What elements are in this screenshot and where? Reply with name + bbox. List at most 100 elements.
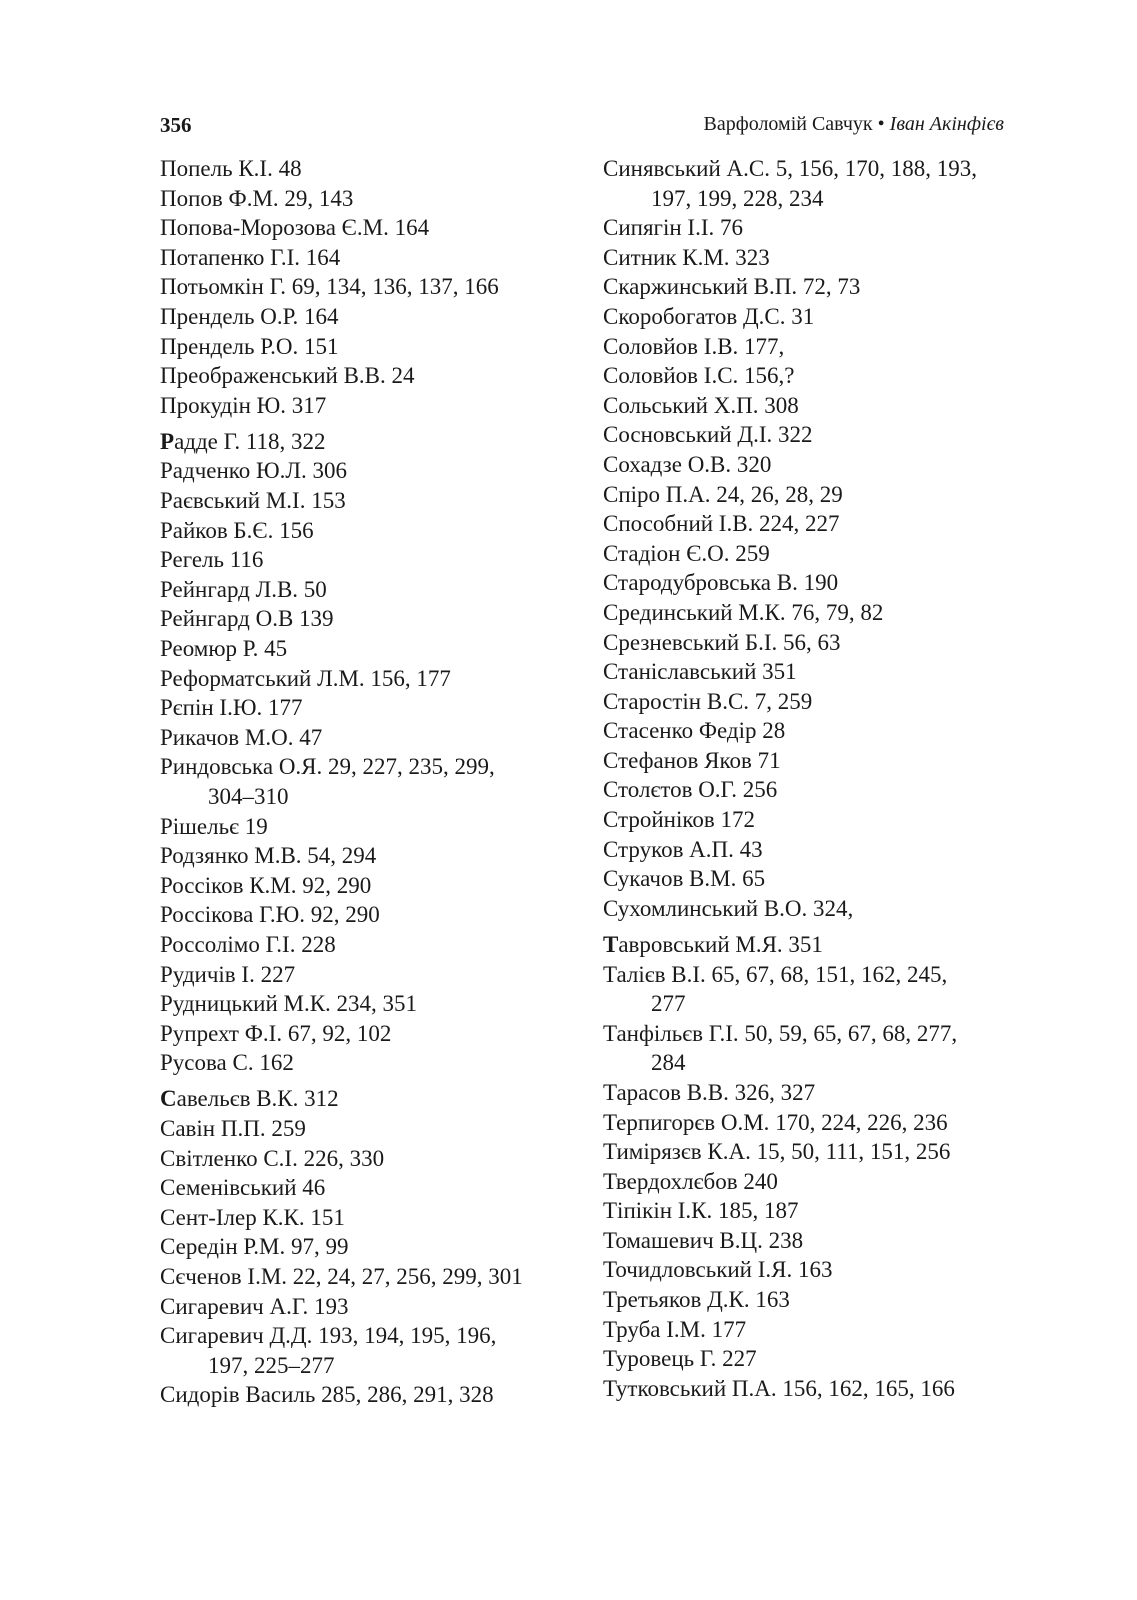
index-entry-text: Стройніков 172 xyxy=(603,807,755,833)
index-entry-text: Сухомлинський В.О. 324, xyxy=(603,895,854,921)
index-entry-text: Рудницький М.К. 234, 351 xyxy=(160,991,418,1017)
index-entry: Риндовська О.Я. 29, 227, 235, 299, 304–31… xyxy=(160,752,560,811)
index-entry: Терпигорєв О.М. 170, 224, 226, 236 xyxy=(603,1108,1003,1138)
index-entry: Сидорів Василь 285, 286, 291, 328 xyxy=(160,1380,560,1410)
index-column-right: Синявський А.С. 5, 156, 170, 188, 193, 19… xyxy=(603,154,1003,1410)
index-entry-text: Рудичів І. 227 xyxy=(160,961,296,987)
index-entry: Синявський А.С. 5, 156, 170, 188, 193, 19… xyxy=(603,154,1003,213)
index-column-left: Попель К.І. 48 Попов Ф.М. 29, 143 Попова-М… xyxy=(160,154,560,1416)
index-entry-text: Риндовська О.Я. 29, 227, 235, 299, xyxy=(160,754,495,780)
index-entry: Реформатський Л.М. 156, 177 xyxy=(160,664,560,694)
index-letter-group: Савельєв В.К. 312 Савін П.П. 259 Світленко… xyxy=(160,1084,560,1410)
index-entry-text: Рейнгард О.В 139 xyxy=(160,606,334,632)
index-entry-text: Рейнгард Л.В. 50 xyxy=(160,576,327,602)
index-entry-text: Томашевич В.Ц. 238 xyxy=(603,1227,804,1253)
index-entry: Родзянко М.В. 54, 294 xyxy=(160,841,560,871)
index-entry: Регель 116 xyxy=(160,545,560,575)
index-entry-text: Рішельє 19 xyxy=(160,813,268,839)
index-entry: Попова-Морозова Є.М. 164 xyxy=(160,213,560,243)
index-entry: Тарасов В.В. 326, 327 xyxy=(603,1078,1003,1108)
index-entry-text: Преображенський В.В. 24 xyxy=(160,363,415,389)
index-entry-text: Попель К.І. 48 xyxy=(160,156,302,181)
index-entry: Стройніков 172 xyxy=(603,805,1003,835)
index-entry: Сухомлинський В.О. 324, xyxy=(603,894,1003,924)
index-entry-text: Стефанов Яков 71 xyxy=(603,747,781,773)
index-entry-text: Родзянко М.В. 54, 294 xyxy=(160,843,377,869)
index-entry: Сольський Х.П. 308 xyxy=(603,391,1003,421)
index-entry: Рудичів І. 227 xyxy=(160,960,560,990)
group-initial: Т xyxy=(603,931,619,957)
index-entry: Способний І.В. 224, 227 xyxy=(603,509,1003,539)
index-entry: Тутковський П.А. 156, 162, 165, 166 xyxy=(603,1374,1003,1404)
index-entry: Стасенко Федір 28 xyxy=(603,716,1003,746)
index-entry-text: Срединський М.К. 76, 79, 82 xyxy=(603,599,884,625)
index-entry: Талієв В.І. 65, 67, 68, 151, 162, 245, 27… xyxy=(603,960,1003,1019)
index-entry-text: Терпигорєв О.М. 170, 224, 226, 236 xyxy=(603,1109,948,1135)
index-entry: Савін П.П. 259 xyxy=(160,1114,560,1144)
index-letter-group: Радде Г. 118, 322 Радченко Ю.Л. 306 Раєвсь… xyxy=(160,427,560,1078)
index-entry: Рейнгард О.В 139 xyxy=(160,604,560,634)
index-entry-continuation: 197, 225–277 xyxy=(208,1352,335,1378)
index-entry: Сохадзе О.В. 320 xyxy=(603,450,1003,480)
index-entry: Попель К.І. 48 xyxy=(160,154,560,184)
index-entry-text: Ситник К.М. 323 xyxy=(603,244,770,270)
index-entry: Туровець Г. 227 xyxy=(603,1344,1003,1374)
index-entry-text: Струков А.П. 43 xyxy=(603,836,763,862)
index-entry: Труба І.М. 177 xyxy=(603,1315,1003,1345)
index-entry-text: Синявський А.С. 5, 156, 170, 188, 193, xyxy=(603,156,977,181)
index-entry: Прокудін Ю. 317 xyxy=(160,391,560,421)
index-entry: Россолімо Г.І. 228 xyxy=(160,930,560,960)
index-letter-group: Синявський А.С. 5, 156, 170, 188, 193, 19… xyxy=(603,154,1003,923)
index-entry: Стадіон Є.О. 259 xyxy=(603,539,1003,569)
index-entry: Сигаревич А.Г. 193 xyxy=(160,1292,560,1322)
index-entry-text: Тутковський П.А. 156, 162, 165, 166 xyxy=(603,1375,955,1401)
index-entry: Соловйов І.В. 177, xyxy=(603,332,1003,362)
index-entry-text: Савін П.П. 259 xyxy=(160,1116,306,1141)
index-entry-text: Точидловський І.Я. 163 xyxy=(603,1257,833,1283)
index-entry: Сипягін І.І. 76 xyxy=(603,213,1003,243)
index-letter-group: Попель К.І. 48 Попов Ф.М. 29, 143 Попова-М… xyxy=(160,154,560,420)
index-entry: Сєченов І.М. 22, 24, 27, 256, 299, 301 xyxy=(160,1262,560,1292)
index-entry-text: Прокудін Ю. 317 xyxy=(160,392,327,418)
index-entry-text: Сент-Ілер К.К. 151 xyxy=(160,1204,345,1230)
index-entry-text: Тарасов В.В. 326, 327 xyxy=(603,1079,816,1105)
index-entry-text: Соловйов І.С. 156,? xyxy=(603,363,795,389)
index-entry-text: Світленко С.І. 226, 330 xyxy=(160,1145,385,1171)
index-entry-text: Сукачов В.М. 65 xyxy=(603,866,766,892)
index-entry-text: Регель 116 xyxy=(160,547,264,573)
index-entry-text: Рупрехт Ф.І. 67, 92, 102 xyxy=(160,1020,392,1046)
index-entry: Середін Р.М. 97, 99 xyxy=(160,1232,560,1262)
index-entry-text: Попов Ф.М. 29, 143 xyxy=(160,185,354,211)
index-entry: Світленко С.І. 226, 330 xyxy=(160,1144,560,1174)
index-entry-text: Стасенко Федір 28 xyxy=(603,718,786,744)
index-entry: Струков А.П. 43 xyxy=(603,835,1003,865)
index-entry-text: Реомюр Р. 45 xyxy=(160,636,288,661)
index-entry: Ситник К.М. 323 xyxy=(603,243,1003,273)
index-entry-text: Сигаревич Д.Д. 193, 194, 195, 196, xyxy=(160,1323,497,1349)
index-entry: Столєтов О.Г. 256 xyxy=(603,775,1003,805)
index-entry: Тіпікін І.К. 185, 187 xyxy=(603,1196,1003,1226)
index-entry-text: Стародубровська В. 190 xyxy=(603,570,839,596)
index-entry: Савельєв В.К. 312 xyxy=(160,1084,560,1114)
index-entry: Старостін В.С. 7, 259 xyxy=(603,687,1003,717)
index-entry-text: Россіков К.М. 92, 290 xyxy=(160,872,372,898)
index-entry: Тимірязєв К.А. 15, 50, 111, 151, 256 xyxy=(603,1137,1003,1167)
index-entry-text: Тіпікін І.К. 185, 187 xyxy=(603,1198,799,1224)
index-entry-text: Савельєв В.К. 312 xyxy=(160,1086,339,1112)
index-entry: Радде Г. 118, 322 xyxy=(160,427,560,457)
index-entry-text: Сохадзе О.В. 320 xyxy=(603,451,772,477)
index-entry-text: Труба І.М. 177 xyxy=(603,1316,747,1342)
index-entry: Сосновський Д.І. 322 xyxy=(603,420,1003,450)
index-letter-group: Тавровський М.Я. 351 Талієв В.І. 65, 67, … xyxy=(603,930,1003,1404)
index-entry-text: Стадіон Є.О. 259 xyxy=(603,540,770,566)
index-entry-text: Прендель Р.О. 151 xyxy=(160,333,339,359)
index-entry: Стародубровська В. 190 xyxy=(603,568,1003,598)
index-entry-text: Райков Б.Є. 156 xyxy=(160,517,314,543)
index-entry-continuation: 277 xyxy=(651,991,686,1017)
index-entry: Россіков К.М. 92, 290 xyxy=(160,871,560,901)
index-entry-text: Третьяков Д.К. 163 xyxy=(603,1287,790,1313)
index-entry: Срединський М.К. 76, 79, 82 xyxy=(603,598,1003,628)
index-entry: Рикачов М.О. 47 xyxy=(160,723,560,753)
index-entry: Потапенко Г.І. 164 xyxy=(160,243,560,273)
index-entry: Точидловський І.Я. 163 xyxy=(603,1255,1003,1285)
